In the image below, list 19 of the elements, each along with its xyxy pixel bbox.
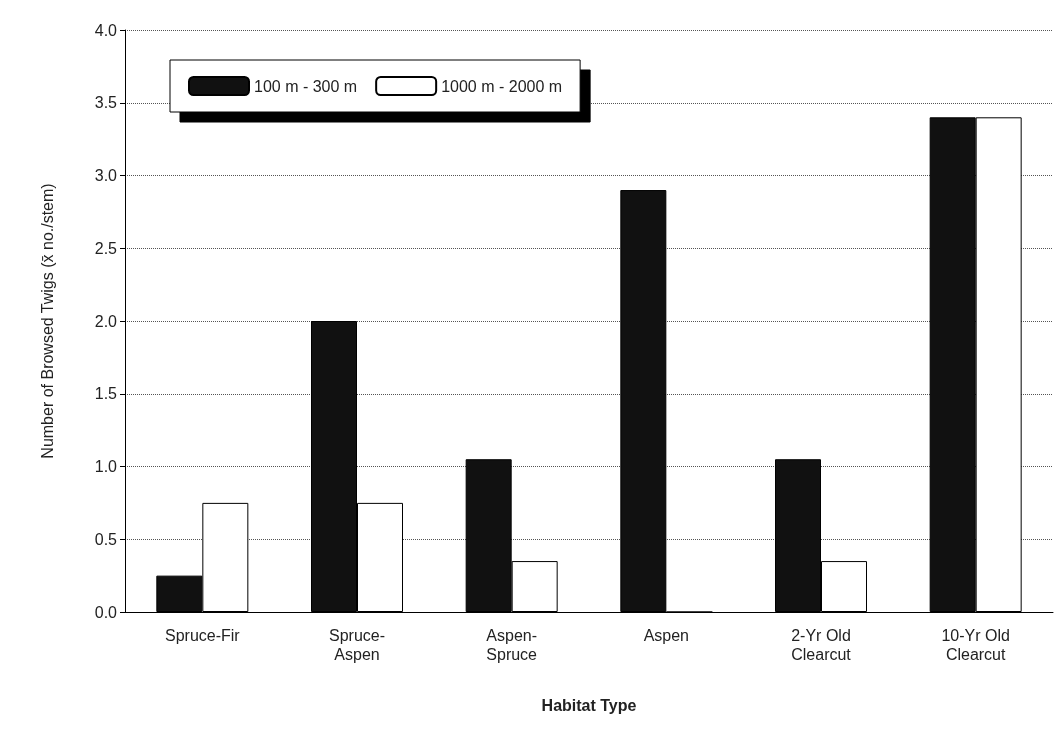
y-tick-label: 0.5 [94, 530, 118, 548]
y-tick-label: 1.0 [94, 458, 118, 475]
y-tick-label: 4.0 [94, 21, 118, 39]
x-tick-label: 10-Yr Old Clearcut [941, 627, 1010, 663]
legend-label: 100 m - 300 m [254, 77, 358, 95]
y-tick-label: 2.0 [94, 312, 118, 330]
y-tick-label: 0.0 [94, 603, 118, 621]
y-tick-label: 1.5 [94, 385, 118, 403]
x-tick-label: 2-Yr Old Clearcut [791, 627, 852, 663]
x-tick-label: Aspen [643, 627, 690, 644]
x-tick-label: Spruce- Aspen [328, 627, 386, 663]
x-axis-title: Habitat Type [541, 696, 637, 714]
y-axis-title: Number of Browsed Twigs (x̄ no./stem) [38, 183, 56, 459]
x-tick-label: Spruce-Fir [164, 627, 241, 644]
y-tick-label: 3.5 [94, 94, 118, 112]
legend-label: 1000 m - 2000 m [441, 77, 563, 95]
x-tick-label: Aspen- Spruce [486, 627, 538, 663]
y-tick-label: 2.5 [94, 239, 118, 257]
y-tick-label: 3.0 [94, 167, 118, 184]
